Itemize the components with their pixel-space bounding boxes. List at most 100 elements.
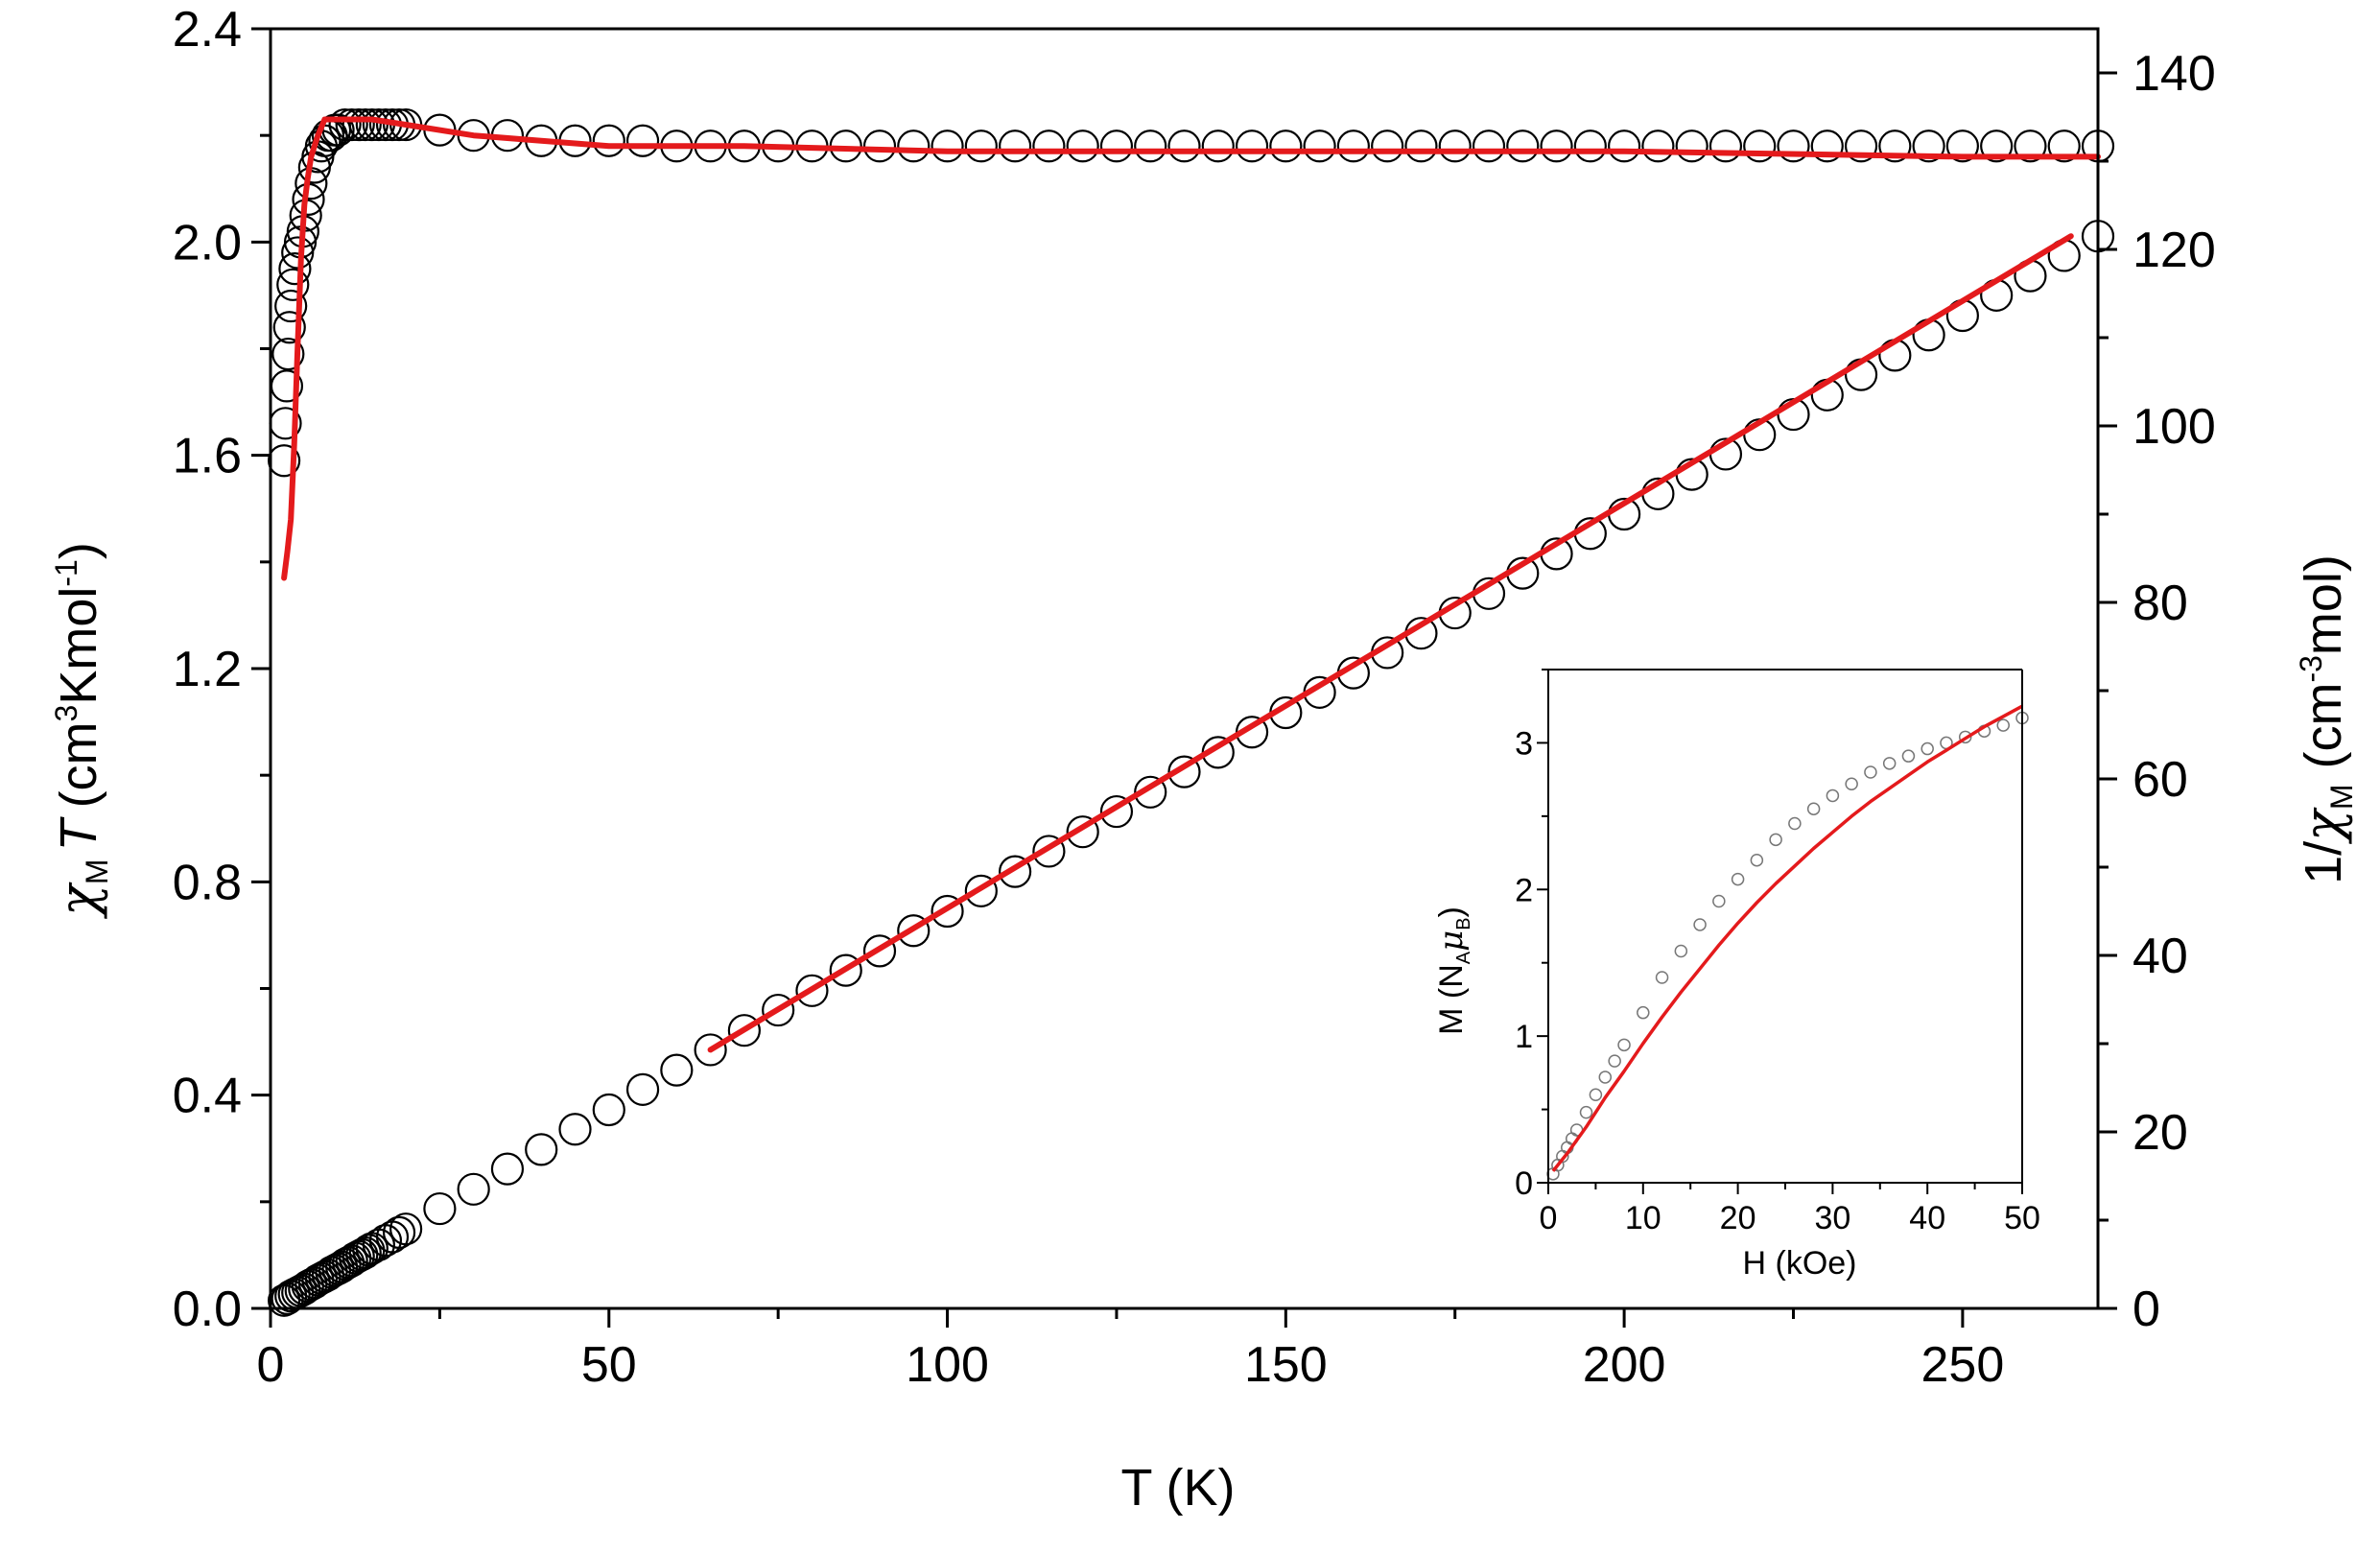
x-tick-label: 100 (906, 1337, 989, 1393)
data-point (762, 993, 795, 1027)
inset-y-axis-title: M (NAμB) (1432, 906, 1474, 1035)
inset-data-point (1617, 1038, 1631, 1052)
inset-data-point (1693, 918, 1707, 931)
data-point (1404, 129, 1438, 163)
data-point (862, 934, 897, 968)
inset-data-point (1655, 971, 1669, 984)
right-axis-title-prefix: 1/ (2295, 841, 2352, 884)
inset-fit-line (1551, 704, 2023, 1172)
data-point (272, 311, 306, 344)
data-point (1777, 129, 1810, 163)
data-point (694, 1033, 727, 1067)
data-point (281, 236, 315, 270)
inset-y-tick-label: 2 (1515, 872, 1533, 908)
x-tick-label: 50 (581, 1337, 637, 1393)
data-point (1573, 129, 1607, 163)
inset-data-point (1674, 944, 1688, 958)
data-point (1708, 129, 1743, 163)
data-point (1066, 129, 1099, 163)
data-point (1810, 129, 1844, 163)
inset-y-title-sub1: A (1453, 951, 1474, 964)
main-data-layer (268, 107, 2115, 1317)
data-point (1878, 129, 1912, 163)
x-tick-label: 200 (1583, 1337, 1666, 1393)
data-point (348, 107, 382, 142)
left-axis-title-unit-sup2: -1 (49, 559, 83, 586)
data-point (999, 129, 1032, 163)
right-tick-label: 20 (2133, 1105, 2188, 1161)
inset-data-point (1996, 718, 2010, 732)
data-point (1066, 815, 1099, 849)
inset-data-point (1882, 757, 1897, 770)
left-tick-label: 0.0 (173, 1282, 242, 1337)
data-point (999, 855, 1032, 888)
data-point (1371, 129, 1404, 163)
inset-y-tick-label: 0 (1515, 1165, 1533, 1202)
data-point (423, 1191, 457, 1226)
right-axis-title-symbol: χ (2293, 807, 2353, 845)
data-point (355, 107, 389, 142)
data-point (2014, 129, 2047, 163)
left-tick-label: 1.2 (173, 642, 242, 697)
inset-x-tick-label: 30 (1814, 1200, 1850, 1236)
data-point (1641, 129, 1675, 163)
main-axes: 0 50 100 150 200 2500.00.40.81.21.62.02.40204… (173, 2, 2216, 1393)
inset-y-title-post: ) (1433, 906, 1470, 917)
data-point (1235, 129, 1269, 163)
inset-plot: 0 10 20 30 40 50 0 1 2 3 H (kOe) M (NAμB) (1432, 669, 2040, 1282)
right-axis-title-sub: M (2324, 784, 2359, 810)
data-point (897, 914, 931, 948)
right-tick-label: 40 (2133, 929, 2188, 984)
data-point (1032, 835, 1066, 868)
data-point (1743, 129, 1777, 163)
inset-data-point (1579, 1105, 1593, 1119)
x-tick-label: 150 (1244, 1337, 1328, 1393)
data-point (1540, 129, 1573, 163)
data-point (931, 894, 964, 929)
inset-data-point (1598, 1071, 1613, 1084)
data-point (1134, 129, 1167, 163)
data-point (829, 953, 862, 987)
right-tick-label: 60 (2133, 752, 2188, 808)
inset-x-tick-label: 50 (2004, 1200, 2040, 1236)
inset-data-point (1712, 894, 1726, 908)
inset-background (1548, 670, 2022, 1183)
data-point (897, 129, 931, 163)
inset-y-title-pre: M (N (1433, 964, 1470, 1035)
left-tick-label: 2.0 (173, 215, 242, 271)
data-point (625, 124, 660, 157)
data-point (1032, 129, 1066, 163)
data-point (1201, 129, 1235, 163)
data-point (1844, 129, 1878, 163)
right-tick-label: 0 (2133, 1282, 2160, 1337)
inset-data-point (1769, 833, 1782, 847)
data-point (274, 289, 308, 323)
data-point (1134, 775, 1167, 809)
right-tick-label: 100 (2133, 399, 2216, 455)
inset-data-point (1788, 816, 1802, 831)
inset-x-axis-title: H (kOe) (1743, 1245, 1857, 1282)
data-point (1980, 129, 2014, 163)
inset-data-point (1826, 788, 1840, 803)
left-axis-title-sub: M (80, 859, 114, 884)
fit-line (707, 233, 2074, 1053)
data-point (625, 1072, 660, 1106)
x-tick-label: 250 (1921, 1337, 2005, 1393)
x-axis-title: T (K) (1121, 1459, 1236, 1517)
data-point (1303, 129, 1336, 163)
data-point (862, 129, 897, 163)
data-point (1472, 129, 1506, 163)
inset-y-title-sub2: B (1453, 917, 1474, 929)
fit-line (281, 116, 2101, 581)
data-point (278, 252, 312, 286)
left-tick-label: 0.4 (173, 1069, 242, 1124)
left-axis-title-unit-pre: (cm (50, 721, 107, 808)
data-point (1167, 129, 1201, 163)
left-axis-title-unit-post: ) (50, 542, 107, 559)
data-point (727, 1014, 761, 1047)
inset-x-tick-label: 10 (1625, 1200, 1661, 1236)
data-point (1099, 794, 1134, 829)
data-point (490, 1152, 525, 1186)
data-point (660, 1053, 694, 1087)
data-point (592, 124, 625, 157)
